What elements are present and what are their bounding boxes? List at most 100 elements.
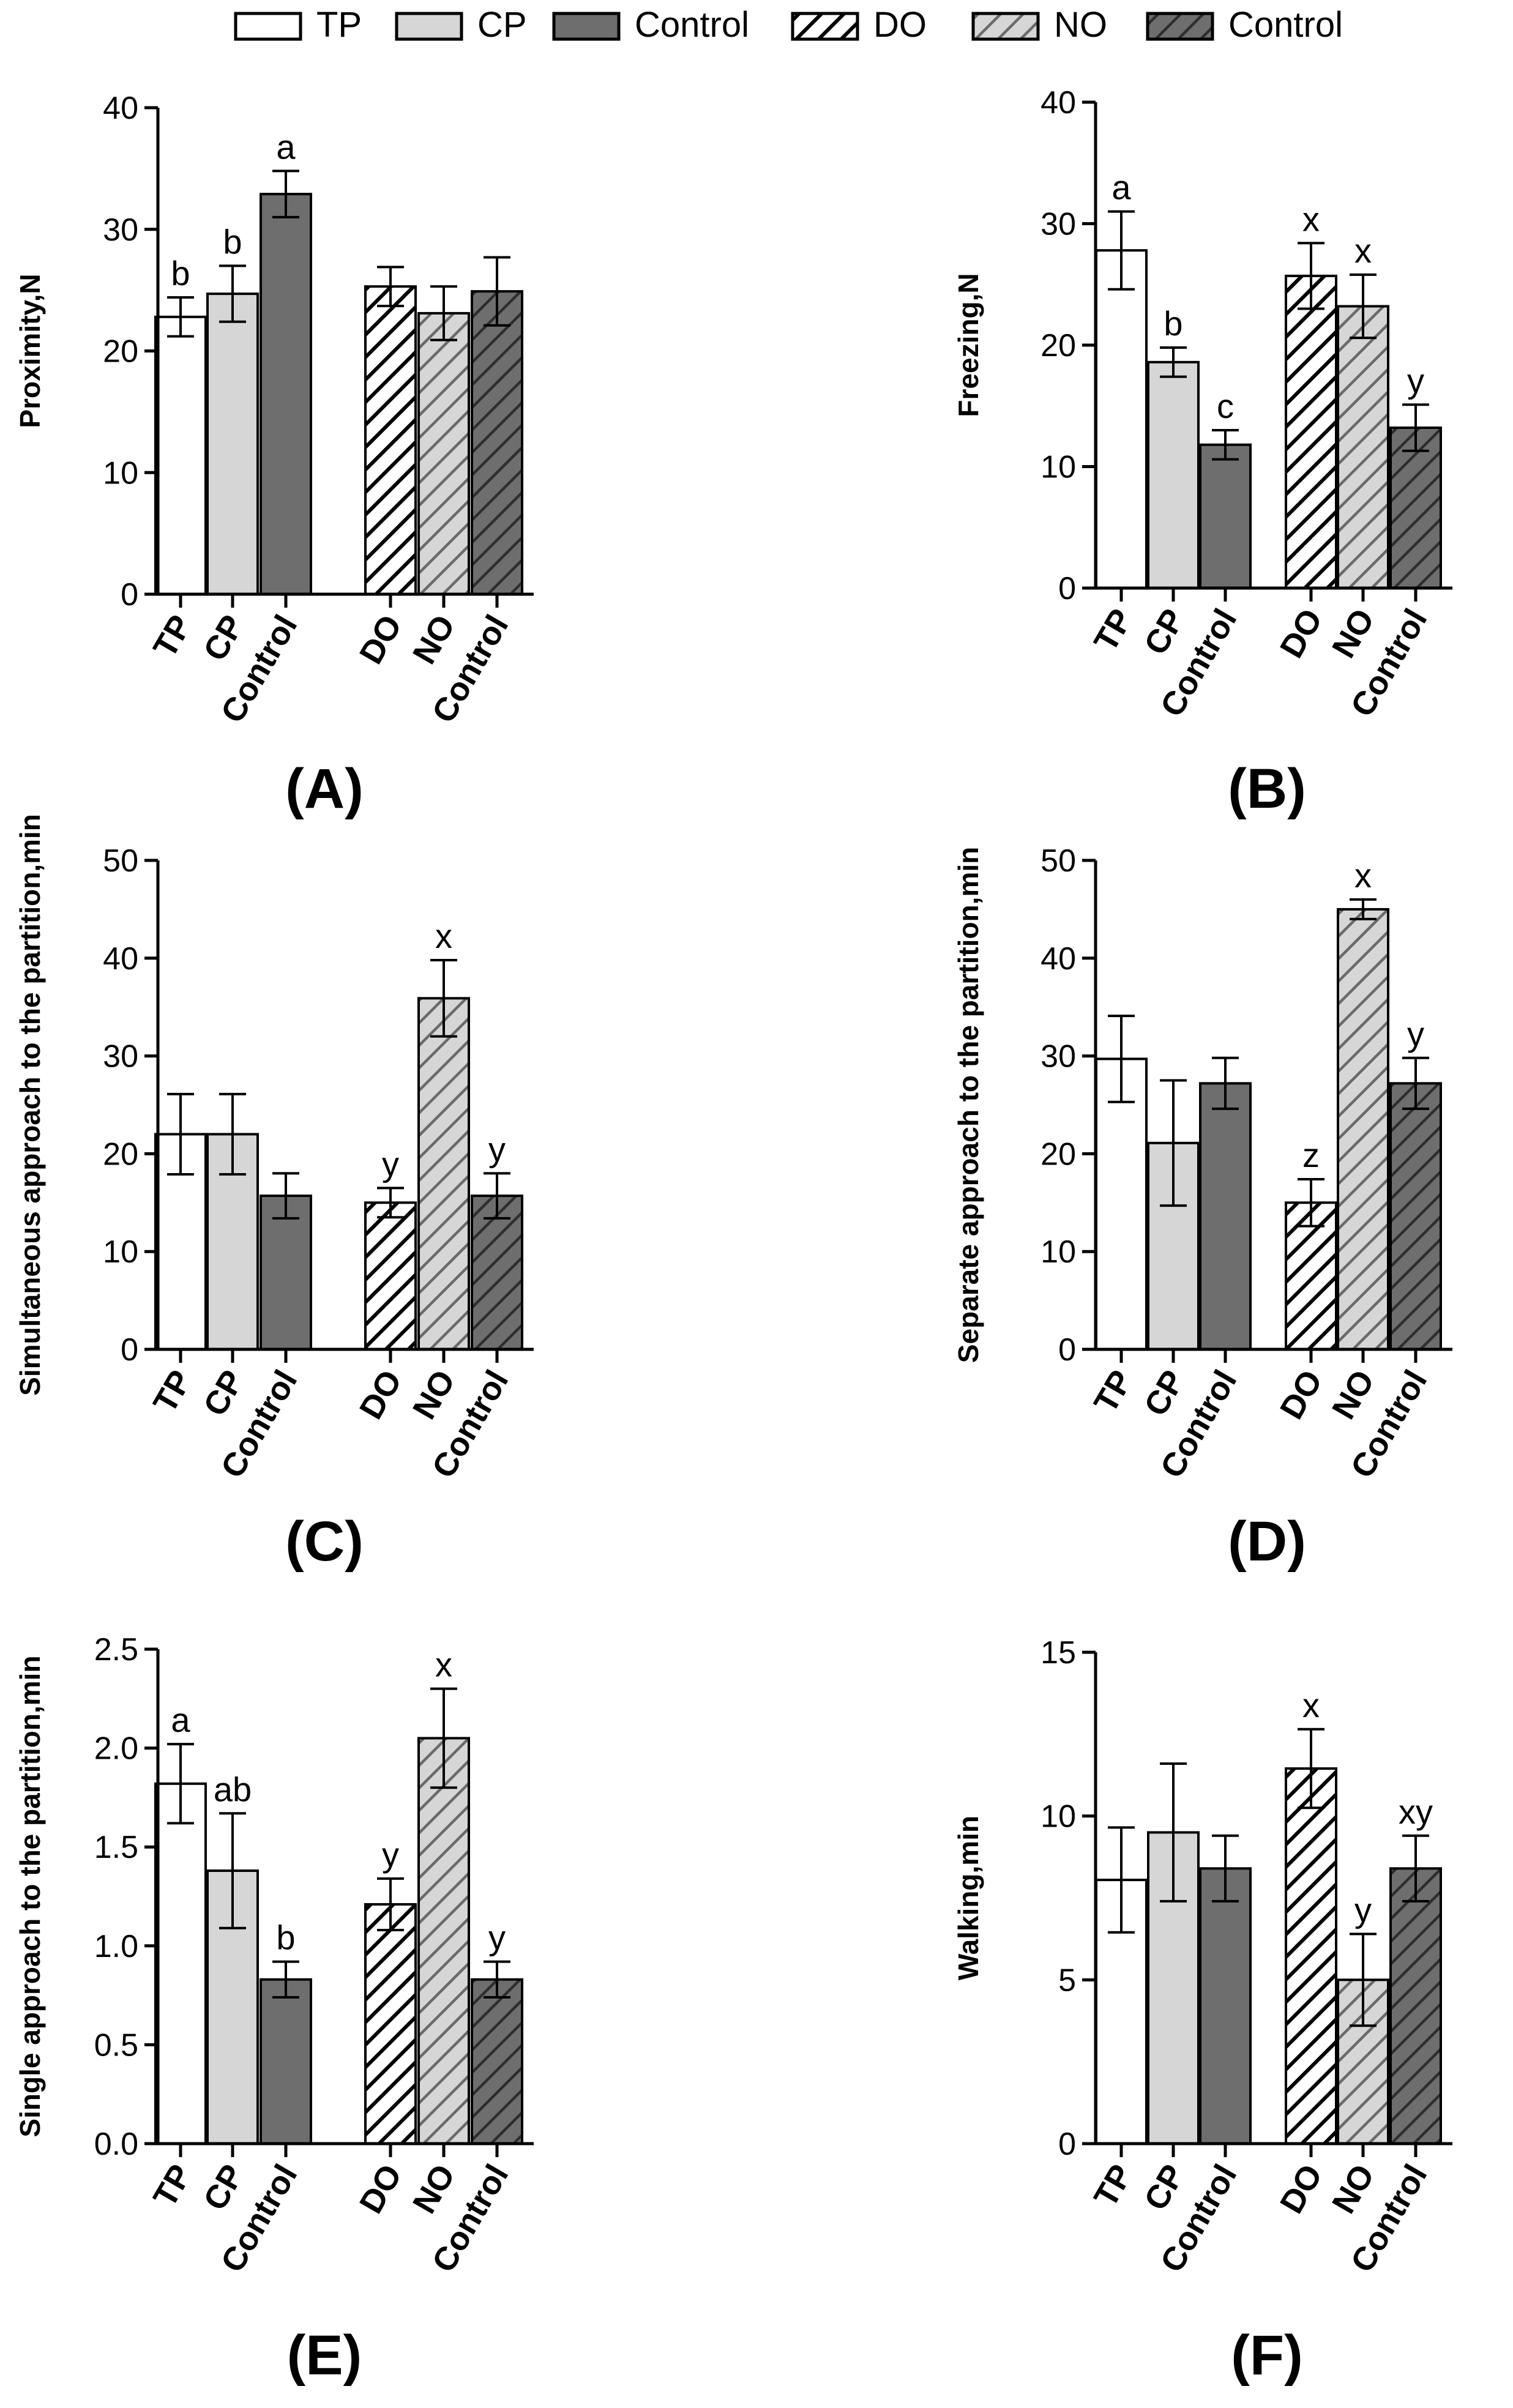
y-tick-label: 30 — [1040, 207, 1076, 242]
chart-panel: TPCPControlxDOyNOxyControl051015Walking,… — [952, 1635, 1452, 2387]
legend-label: Control — [635, 5, 749, 45]
y-tick-label: 20 — [1040, 1136, 1076, 1172]
bar — [206, 293, 259, 595]
significance-letter: y — [382, 1144, 399, 1183]
y-tick-label: 40 — [103, 941, 138, 977]
significance-letter: b — [276, 1918, 295, 1957]
significance-letter: x — [1354, 231, 1372, 270]
significance-letter: z — [1302, 1136, 1320, 1174]
y-axis-label: Proximity,N — [14, 274, 46, 428]
significance-letter: y — [382, 1835, 399, 1874]
significance-letter: x — [1302, 199, 1320, 238]
y-tick-label: 1.5 — [94, 1830, 138, 1865]
y-tick-label: 30 — [103, 212, 138, 248]
y-axis-label: Freezing,N — [952, 273, 984, 417]
x-tick-label: TP — [1087, 1364, 1140, 1419]
x-tick-label: DO — [1273, 603, 1329, 664]
bar — [417, 311, 470, 595]
bar — [260, 193, 312, 595]
y-axis-label: Simultaneous approach to the partition,m… — [14, 814, 46, 1396]
legend-swatch — [971, 12, 1040, 41]
bar — [154, 1133, 207, 1351]
bar — [1199, 443, 1252, 590]
significance-letter: x — [1354, 856, 1372, 895]
x-tick-label: DO — [1273, 2158, 1329, 2220]
y-tick-label: 40 — [1040, 85, 1076, 121]
x-tick-label: TP — [1087, 603, 1140, 658]
significance-letter: x — [435, 917, 452, 955]
bar — [1285, 274, 1337, 589]
bar — [1199, 1867, 1252, 2145]
significance-letter: y — [488, 1130, 506, 1168]
panel-label: (A) — [285, 758, 364, 820]
x-tick-label: TP — [146, 609, 199, 664]
legend-swatch — [1146, 12, 1214, 41]
x-tick-label: CP — [196, 609, 251, 667]
significance-letter: ab — [214, 1770, 252, 1808]
bar — [1389, 1867, 1442, 2145]
y-tick-label: 0 — [121, 1332, 138, 1368]
bar — [1147, 360, 1200, 589]
x-tick-label: CP — [196, 1364, 251, 1422]
significance-letter: a — [276, 127, 296, 166]
y-tick-label: 50 — [1040, 843, 1076, 879]
significance-letter: x — [1302, 1686, 1320, 1724]
y-tick-label: 0 — [121, 577, 138, 613]
significance-letter: y — [488, 1918, 506, 1957]
chart-panel: aTPabCPbControlyDOxNOyControl0.00.51.01.… — [14, 1632, 534, 2387]
panel-label: (D) — [1228, 1510, 1306, 1573]
bar — [471, 290, 523, 595]
y-tick-label: 1.0 — [94, 1929, 138, 1964]
bar — [1389, 1082, 1442, 1351]
bar — [260, 1978, 312, 2145]
y-axis-label: Separate approach to the partition,min — [952, 847, 984, 1363]
y-axis-label: Walking,min — [952, 1816, 984, 1980]
chart-panel: TPCPControlzDOxNOyControl01020304050Sepa… — [952, 843, 1452, 1573]
significance-letter: y — [1407, 361, 1424, 400]
legend-label: DO — [873, 5, 927, 45]
panel-label: (E) — [287, 2324, 362, 2387]
y-tick-label: 0.5 — [94, 2027, 138, 2063]
bar — [1199, 1082, 1252, 1351]
y-tick-label: 10 — [103, 1234, 138, 1270]
bar — [154, 1782, 207, 2145]
bar — [1337, 305, 1389, 589]
y-tick-label: 10 — [1040, 1234, 1076, 1270]
legend-swatch — [395, 12, 463, 41]
bar — [364, 1903, 417, 2145]
y-tick-label: 15 — [1040, 1635, 1076, 1671]
legend: TP CP Control DO NO Control — [234, 5, 1343, 45]
y-tick-label: 0.0 — [94, 2127, 138, 2162]
legend-label: Control — [1228, 5, 1343, 45]
y-tick-label: 0 — [1058, 2127, 1076, 2162]
y-tick-label: 0 — [1058, 1332, 1076, 1368]
y-tick-label: 50 — [103, 843, 138, 879]
legend-label: CP — [477, 5, 527, 45]
bar — [1389, 426, 1442, 589]
bar — [154, 315, 207, 595]
y-tick-label: 0 — [1058, 571, 1076, 606]
bar — [1095, 249, 1148, 590]
y-tick-label: 30 — [1040, 1039, 1076, 1075]
x-tick-label: DO — [353, 609, 409, 670]
significance-letter: a — [171, 1701, 190, 1739]
significance-letter: b — [223, 222, 242, 261]
bar — [1285, 1767, 1337, 2145]
significance-letter: xy — [1399, 1792, 1433, 1831]
legend-swatch — [791, 12, 859, 41]
y-tick-label: 2.0 — [94, 1731, 138, 1767]
y-tick-label: 20 — [103, 1136, 138, 1172]
y-tick-label: 10 — [1040, 450, 1076, 485]
x-tick-label: DO — [353, 1364, 409, 1425]
bar — [471, 1195, 523, 1351]
y-tick-label: 40 — [1040, 941, 1076, 977]
legend-swatch — [234, 12, 302, 41]
y-tick-label: 2.5 — [94, 1632, 138, 1668]
significance-letter: x — [435, 1646, 452, 1684]
y-tick-label: 20 — [103, 334, 138, 370]
x-tick-label: DO — [353, 2158, 409, 2220]
x-tick-label: TP — [146, 1364, 199, 1419]
y-axis-label: Single approach to the partition,min — [14, 1655, 46, 2137]
